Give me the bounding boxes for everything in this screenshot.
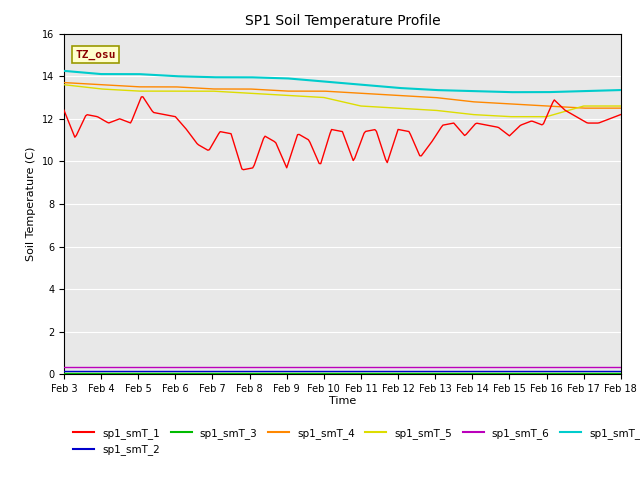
Y-axis label: Soil Temperature (C): Soil Temperature (C) [26, 147, 36, 261]
Text: TZ_osu: TZ_osu [75, 49, 116, 60]
Legend: sp1_smT_1, sp1_smT_2, sp1_smT_3, sp1_smT_4, sp1_smT_5, sp1_smT_6, sp1_smT_7: sp1_smT_1, sp1_smT_2, sp1_smT_3, sp1_smT… [69, 424, 640, 459]
Title: SP1 Soil Temperature Profile: SP1 Soil Temperature Profile [244, 14, 440, 28]
X-axis label: Time: Time [329, 396, 356, 406]
